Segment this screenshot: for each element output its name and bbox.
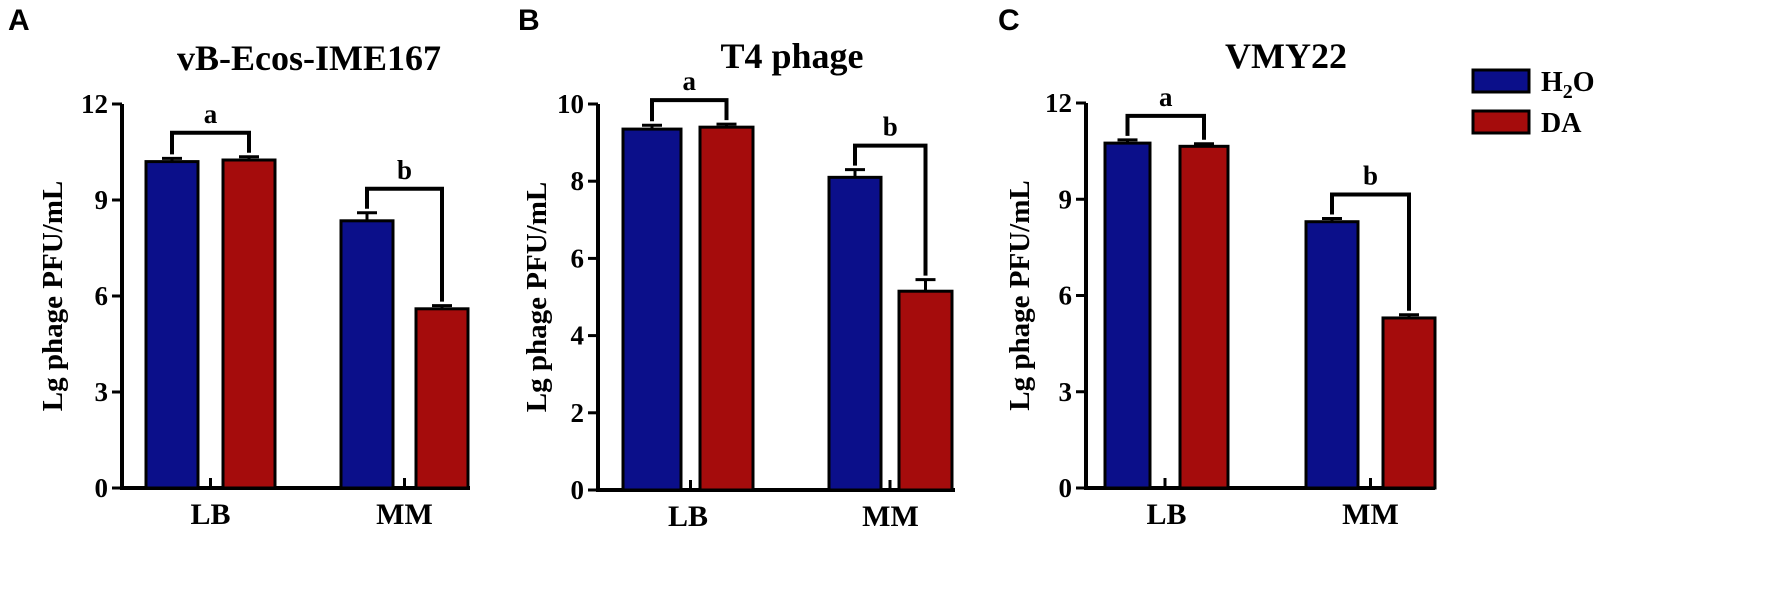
- y-tick-label: 10: [557, 89, 584, 119]
- panels: AvB-Ecos-IME167 Lg phage PFU/mL 0 3 6 9 12 LB a M…: [8, 4, 1437, 533]
- bar-h2o-mm: [827, 175, 883, 492]
- y-tick-label: 2: [571, 398, 585, 428]
- significance-bracket: [1330, 192, 1411, 311]
- legend-label: H2O: [1541, 67, 1595, 103]
- y-axis-label: Lg phage PFU/mL: [1004, 180, 1036, 410]
- y-tick-label: 9: [1059, 184, 1073, 214]
- y-tick-label: 6: [1059, 281, 1073, 311]
- bar-da-lb: [1178, 144, 1230, 490]
- panel-letter: B: [518, 4, 540, 37]
- y-tick-label: 6: [95, 281, 109, 311]
- bar-da-lb: [221, 158, 277, 490]
- chart-panel-a: AvB-Ecos-IME167 Lg phage PFU/mL 0 3 6 9 12 LB a M…: [8, 4, 470, 531]
- significance-letter: b: [1363, 161, 1378, 191]
- significance-letter: b: [883, 112, 898, 142]
- chart-panel-b: B T4 phage Lg phage PFU/mL 0 2 4 6 8 10 LB a MM b: [518, 4, 955, 533]
- y-tick-label: 4: [571, 321, 585, 351]
- bar-h2o-lb: [1103, 141, 1152, 490]
- y-tick-label: 12: [81, 89, 108, 119]
- category-label: MM: [1342, 498, 1399, 531]
- y-tick-label: 8: [571, 166, 585, 196]
- bar-h2o-mm: [339, 219, 395, 490]
- significance-letter: b: [397, 155, 412, 185]
- chart-title: T4 phage: [720, 36, 863, 76]
- y-tick-label: 0: [1059, 473, 1073, 503]
- y-tick-label: 3: [95, 377, 109, 407]
- bar-da-mm: [1381, 316, 1437, 490]
- y-tick-label: 6: [571, 243, 585, 273]
- legend-swatch: [1471, 109, 1531, 135]
- bar-h2o-lb: [144, 160, 200, 490]
- legend-label: DA: [1541, 108, 1582, 139]
- significance-bracket: [170, 130, 251, 155]
- chart-title: VMY22: [1225, 36, 1347, 76]
- significance-bracket: [1125, 113, 1206, 140]
- category-label: LB: [1146, 498, 1186, 531]
- y-tick-label: 12: [1045, 88, 1072, 118]
- significance-bracket: [650, 98, 729, 122]
- significance-bracket: [853, 143, 928, 276]
- legend-swatch: [1471, 68, 1531, 94]
- y-axis-label: Lg phage PFU/mL: [521, 182, 553, 412]
- significance-letter: a: [204, 99, 218, 129]
- category-label: MM: [376, 498, 433, 531]
- y-tick-label: 9: [95, 185, 109, 215]
- category-label: MM: [862, 500, 919, 533]
- chart-panel-c: C VMY22 Lg phage PFU/mL 0 3 6 9 12 LB a MM b: [998, 4, 1437, 531]
- bar-h2o-lb: [621, 127, 683, 492]
- category-label: LB: [190, 498, 230, 531]
- y-axis-label: Lg phage PFU/mL: [37, 181, 69, 411]
- bar-da-lb: [698, 125, 755, 492]
- y-tick-label: 0: [95, 473, 109, 503]
- chart-title: vB-Ecos-IME167: [177, 38, 441, 78]
- significance-letter: a: [1159, 82, 1173, 112]
- y-tick-label: 0: [571, 475, 585, 505]
- significance-bracket: [365, 186, 444, 302]
- panel-letter: A: [8, 4, 30, 37]
- legend-item-h2o: H2O: [1471, 67, 1595, 103]
- bar-h2o-mm: [1304, 220, 1360, 490]
- y-tick-label: 3: [1059, 377, 1073, 407]
- bar-da-mm: [414, 307, 470, 490]
- category-label: LB: [668, 500, 708, 533]
- legend: H2O DA: [1471, 67, 1595, 139]
- significance-letter: a: [683, 66, 697, 96]
- legend-item-da: DA: [1471, 108, 1582, 139]
- bar-da-mm: [897, 289, 954, 492]
- panel-letter: C: [998, 4, 1020, 37]
